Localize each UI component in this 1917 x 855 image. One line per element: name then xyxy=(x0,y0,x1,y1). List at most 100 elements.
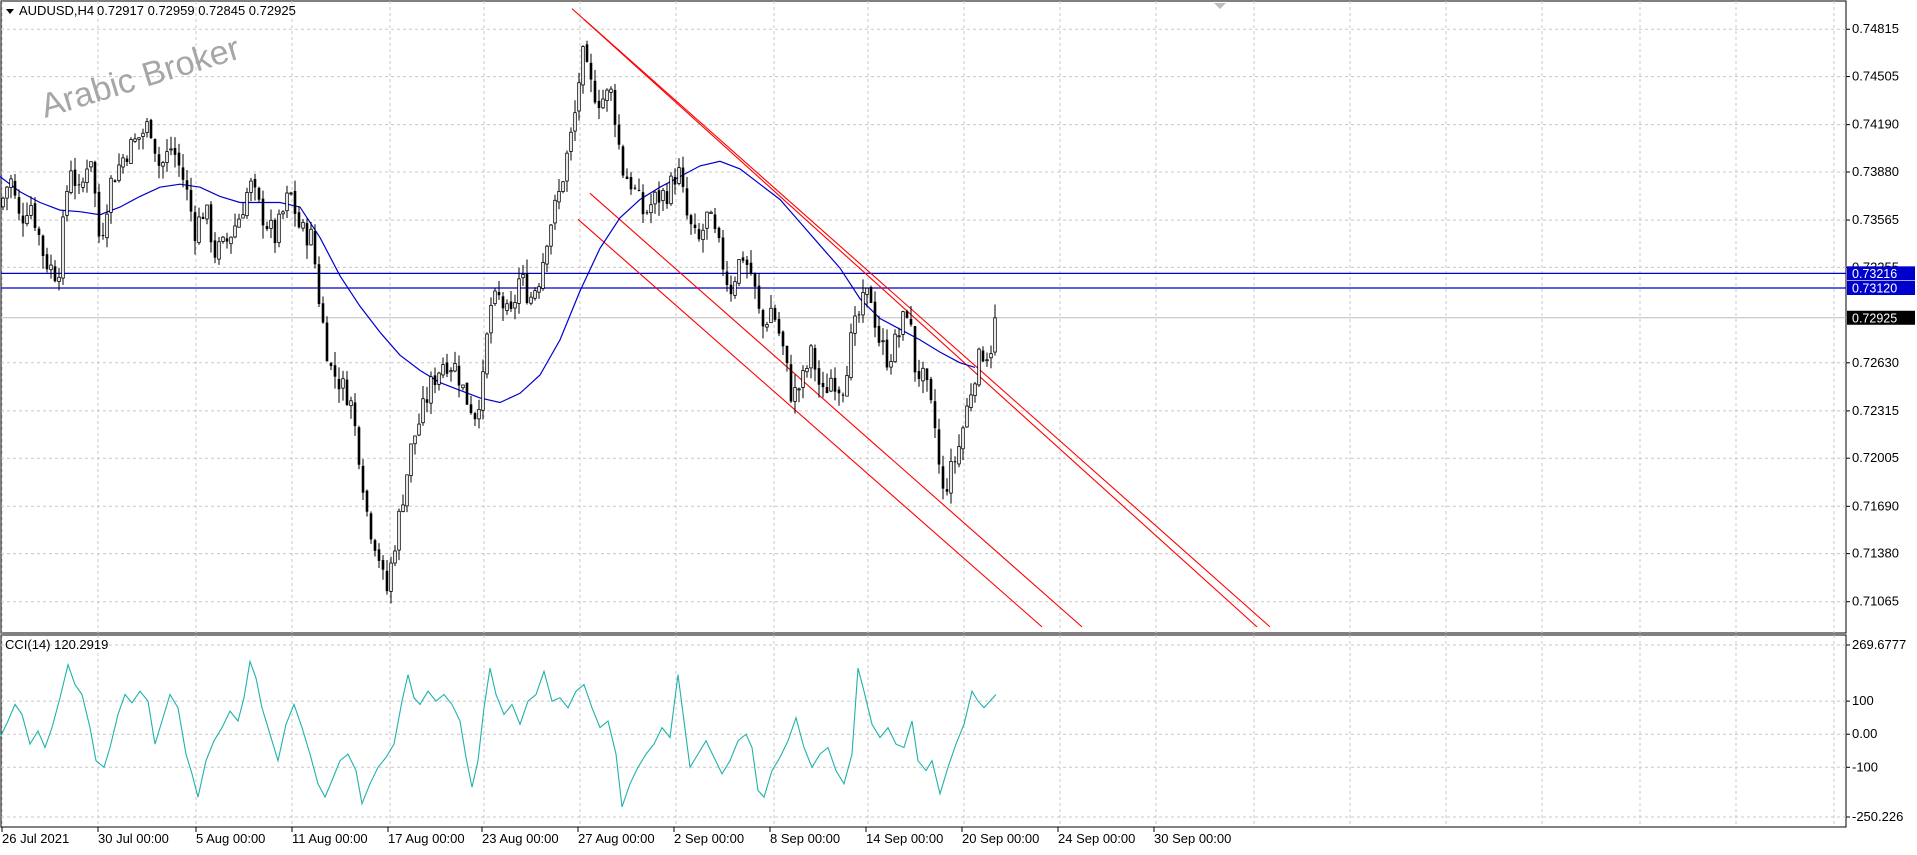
candle-body xyxy=(981,350,985,362)
candle-body xyxy=(457,365,461,386)
candle-body xyxy=(745,259,749,265)
candle-body xyxy=(649,204,653,214)
cci-tick-label: 0.00 xyxy=(1852,726,1877,741)
candle-body xyxy=(565,152,569,182)
channel-line[interactable] xyxy=(583,18,1271,628)
candle-body xyxy=(485,333,489,375)
candle-body xyxy=(185,180,189,190)
symbol-dropdown-icon[interactable] xyxy=(6,9,14,14)
candle-body xyxy=(729,284,733,295)
candle-body xyxy=(21,215,25,224)
candle-body xyxy=(821,382,825,388)
candle-body xyxy=(453,363,457,372)
candle-body xyxy=(129,139,133,165)
candle-body xyxy=(397,510,401,551)
price-tick-label: 0.74190 xyxy=(1852,117,1899,132)
candle-body xyxy=(221,236,225,242)
candle-body xyxy=(489,305,493,334)
candle-body xyxy=(281,211,285,215)
candle-body xyxy=(77,184,81,186)
candle-body xyxy=(669,175,673,205)
candle-body xyxy=(677,167,681,184)
candle-body xyxy=(665,191,669,205)
candle-body xyxy=(885,339,889,368)
candle-body xyxy=(573,112,577,132)
candle-body xyxy=(217,241,221,260)
candle-body xyxy=(365,490,369,512)
candle-body xyxy=(777,319,781,334)
candle-body xyxy=(741,257,745,261)
time-tick-label: 27 Aug 00:00 xyxy=(578,831,655,846)
candle-body xyxy=(173,148,177,155)
candle-body xyxy=(789,364,793,402)
candle-body xyxy=(969,394,973,408)
candle-body xyxy=(401,504,405,512)
candle-body xyxy=(429,376,433,404)
candle-body xyxy=(253,179,257,188)
candle-body xyxy=(961,427,965,450)
cci-tick-label: 269.6777 xyxy=(1852,637,1906,652)
candle-body xyxy=(793,387,797,402)
candle-body xyxy=(965,405,969,428)
candle-body xyxy=(785,345,789,364)
channel-line[interactable] xyxy=(589,192,1083,628)
candle-body xyxy=(257,187,261,200)
price-grid xyxy=(1,1,1846,633)
cci-pane[interactable]: CCI(14) 120.2919 xyxy=(0,634,1847,828)
horizontal-levels[interactable] xyxy=(1,272,1846,289)
regression-channels[interactable] xyxy=(571,8,1271,628)
candle-body xyxy=(993,317,997,353)
candle-body xyxy=(617,124,621,145)
candle-body xyxy=(477,409,481,420)
price-pane[interactable]: Arabic Broker AUDUSD,H4 0.72917 0.72959 … xyxy=(0,0,1847,634)
price-tick-label: 0.74815 xyxy=(1852,21,1899,36)
candle-body xyxy=(481,371,485,411)
candle-body xyxy=(857,314,861,316)
candle-body xyxy=(433,375,437,385)
candle-body xyxy=(81,181,85,188)
candle-body xyxy=(689,215,693,225)
candle-body xyxy=(53,266,57,282)
channel-line[interactable] xyxy=(571,8,1258,628)
candle-body xyxy=(925,368,929,381)
candle-body xyxy=(753,273,757,287)
candle-body xyxy=(501,296,505,309)
candle-body xyxy=(929,378,933,401)
candle-body xyxy=(953,461,957,463)
price-tick-label: 0.72630 xyxy=(1852,355,1899,370)
candle-body xyxy=(561,181,565,192)
candle-body xyxy=(201,216,205,219)
price-pane-background xyxy=(0,0,1847,634)
price-tick-label: 0.74505 xyxy=(1852,69,1899,84)
candle-body xyxy=(837,389,841,394)
time-tick-label: 30 Jul 00:00 xyxy=(98,831,169,846)
candle-body xyxy=(89,161,93,168)
candle-body xyxy=(877,325,881,343)
time-tick-label: 23 Aug 00:00 xyxy=(482,831,559,846)
candle-body xyxy=(113,180,117,183)
moving-average-line xyxy=(0,160,976,404)
cci-tick-label: -100 xyxy=(1852,759,1878,774)
candle-body xyxy=(9,178,13,188)
candle-body xyxy=(717,227,721,239)
candle-body xyxy=(137,137,141,140)
candle-body xyxy=(325,322,329,362)
scroll-marker-icon[interactable] xyxy=(1214,3,1226,9)
candle-body xyxy=(933,401,937,429)
candle-body xyxy=(41,235,45,256)
candle-body xyxy=(601,98,605,109)
level-price-tag xyxy=(1847,266,1915,281)
candle-body xyxy=(249,180,253,193)
candlesticks xyxy=(1,40,997,604)
candle-body xyxy=(465,382,469,405)
candle-body xyxy=(661,190,665,202)
channel-line[interactable] xyxy=(577,218,1043,628)
candle-body xyxy=(685,188,689,216)
price-tick-label: 0.71690 xyxy=(1852,498,1899,513)
candle-body xyxy=(733,281,737,296)
candle-body xyxy=(613,89,617,125)
candle-body xyxy=(957,446,961,465)
candle-body xyxy=(341,378,345,389)
candle-body xyxy=(205,204,209,220)
